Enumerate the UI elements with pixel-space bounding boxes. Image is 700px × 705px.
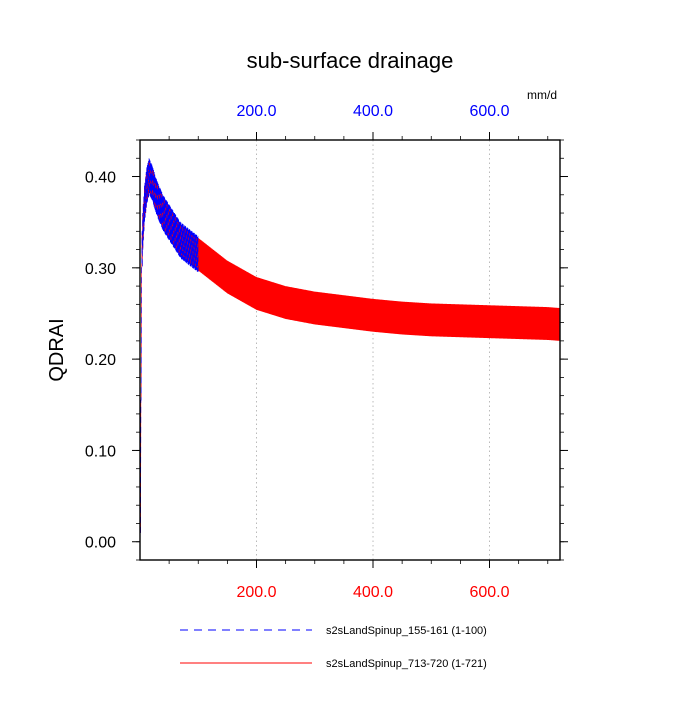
units-label: mm/d xyxy=(527,88,557,102)
y-tick-label: 0.20 xyxy=(85,352,116,369)
y-axis-label: QDRAI xyxy=(46,318,68,381)
x-tick-label-bottom: 200.0 xyxy=(236,584,276,601)
chart-title: sub-surface drainage xyxy=(247,48,454,73)
y-tick-label: 0.10 xyxy=(85,443,116,460)
y-tick-label: 0.40 xyxy=(85,170,116,187)
legend-label-blue: s2sLandSpinup_155-161 (1-100) xyxy=(326,625,487,637)
series-line-1 xyxy=(140,160,561,533)
labels-layer: 0.00 0.10 0.20 0.30 0.40 200.0 400.0 600.0 200.0… xyxy=(85,103,510,601)
x-tick-label-bottom: 600.0 xyxy=(469,584,509,601)
plot-frame xyxy=(139,139,561,561)
x-tick-label-top: 600.0 xyxy=(469,103,509,120)
ticks-layer xyxy=(132,132,568,568)
legend-label-red: s2sLandSpinup_713-720 (1-721) xyxy=(326,658,487,670)
x-tick-label-bottom: 400.0 xyxy=(353,584,393,601)
y-tick-label: 0.00 xyxy=(85,535,116,552)
x-tick-label-top: 400.0 xyxy=(353,103,393,120)
legend: s2sLandSpinup_155-161 (1-100) s2sLandSpi… xyxy=(180,625,487,670)
y-tick-label: 0.30 xyxy=(85,261,116,278)
series-line-0 xyxy=(140,158,199,533)
grid-layer xyxy=(256,140,490,560)
x-tick-label-top: 200.0 xyxy=(236,103,276,120)
series-layer xyxy=(140,158,561,533)
